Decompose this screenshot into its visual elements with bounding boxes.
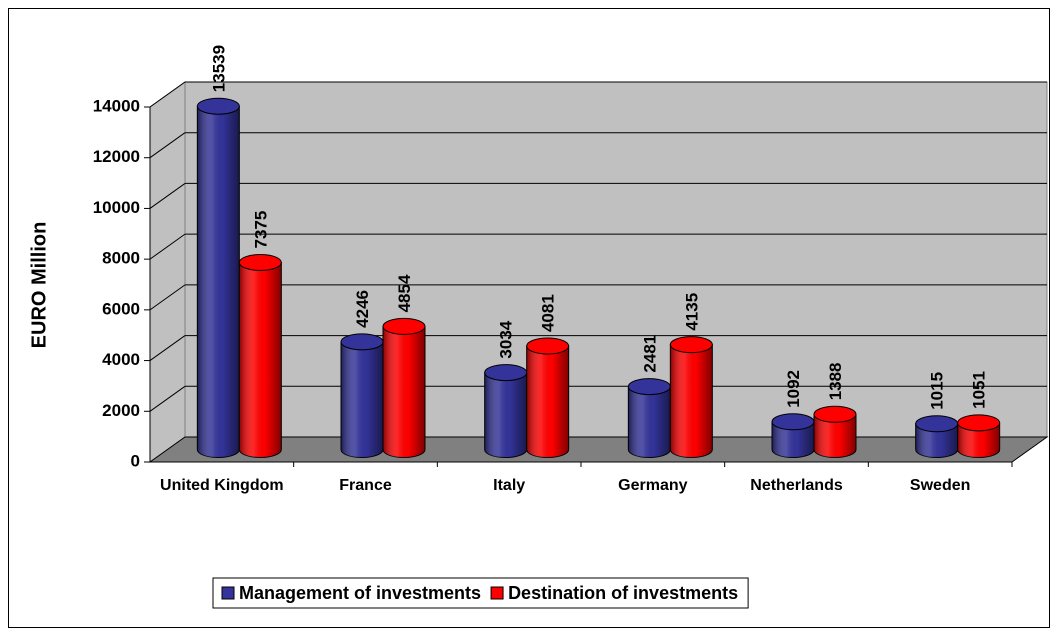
bar-shade	[484, 372, 527, 458]
y-tick-label: 4000	[102, 350, 140, 369]
bar-top	[484, 364, 528, 382]
y-tick-label: 10000	[93, 198, 140, 217]
x-tick-label: Sweden	[910, 477, 970, 494]
side-wall	[149, 81, 186, 463]
bar	[238, 253, 282, 458]
bar	[340, 333, 384, 458]
data-label: 4246	[353, 290, 372, 328]
data-label: 1388	[826, 362, 845, 400]
data-label: 4854	[395, 274, 414, 312]
y-tick-label: 0	[131, 451, 140, 470]
bar-top	[526, 337, 570, 355]
grid-line-side	[149, 335, 186, 361]
bar	[669, 336, 713, 458]
bar-top	[340, 333, 384, 351]
bar	[771, 413, 815, 458]
legend	[212, 577, 749, 609]
bar	[382, 317, 426, 458]
y-tick-label: 8000	[102, 249, 140, 268]
bar-top	[382, 317, 426, 335]
x-tick-label: United Kingdom	[160, 477, 284, 494]
data-label: 1015	[928, 372, 947, 410]
y-axis-title: EURO Million	[28, 222, 50, 349]
data-label: 4135	[682, 293, 701, 331]
legend-swatch	[221, 586, 235, 600]
legend-label: Destination of investments	[508, 583, 738, 603]
legend-swatch	[490, 586, 504, 600]
data-label: 7375	[251, 211, 270, 249]
bar	[526, 337, 570, 458]
grid-line-side	[149, 233, 186, 260]
bar-shade	[957, 422, 1000, 458]
floor	[148, 436, 1049, 463]
bar	[813, 405, 857, 458]
bar-top	[627, 378, 671, 396]
grid-line-side	[149, 132, 186, 159]
x-tick-label: Germany	[618, 477, 687, 494]
bar	[627, 378, 671, 458]
grid-line-side	[149, 81, 186, 108]
bar-top	[771, 413, 815, 431]
bar-shade	[383, 326, 425, 458]
bar-top	[813, 405, 857, 423]
x-tick-label: France	[339, 477, 392, 494]
x-tick-label: Netherlands	[750, 477, 843, 494]
bar-shade	[197, 106, 240, 458]
bar	[484, 364, 528, 458]
legend-label: Management of investments	[239, 583, 481, 603]
bar-shade	[772, 421, 814, 458]
bar-shade	[526, 346, 569, 458]
bar-shade	[628, 386, 671, 458]
grid-line-side	[149, 284, 186, 311]
grid-line-side	[149, 385, 186, 412]
y-tick-label: 2000	[102, 401, 140, 420]
bar-shade	[814, 414, 856, 458]
y-tick-label: 14000	[93, 96, 140, 115]
x-tick-label: Italy	[493, 477, 525, 494]
data-label: 1051	[970, 371, 989, 409]
bar-shade	[239, 262, 282, 458]
data-label: 4081	[539, 294, 558, 332]
bar-top	[196, 97, 240, 115]
grid-line-side	[149, 183, 186, 209]
bar-shade	[915, 423, 958, 458]
back-wall	[184, 81, 1048, 438]
bar	[957, 414, 1001, 458]
bar-top	[957, 414, 1001, 432]
bar-top	[238, 253, 282, 271]
bar-top	[669, 336, 713, 354]
data-label: 2481	[640, 335, 659, 373]
data-label: 13539	[209, 45, 228, 92]
bar-shade	[341, 341, 383, 458]
y-tick-label: 6000	[102, 299, 140, 318]
bar	[915, 415, 959, 458]
bar	[196, 97, 240, 458]
data-label: 3034	[497, 320, 516, 358]
bar-top	[915, 415, 959, 433]
bar-shade	[670, 344, 713, 458]
y-tick-label: 12000	[93, 147, 140, 166]
data-label: 1092	[784, 370, 803, 408]
